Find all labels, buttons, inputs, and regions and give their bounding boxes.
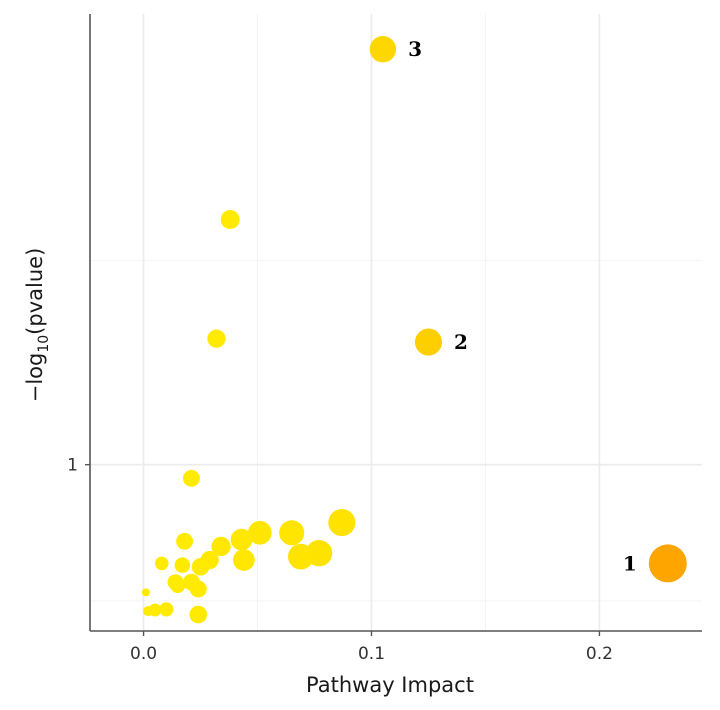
points-layer xyxy=(141,35,687,624)
x-tick-label: 0.2 xyxy=(586,644,613,664)
y-axis-title: −log10(pvalue) xyxy=(23,248,52,403)
data-point-2 xyxy=(414,328,443,356)
data-point xyxy=(211,536,231,557)
data-point xyxy=(189,605,208,624)
point-label-2: 2 xyxy=(454,330,468,354)
data-point xyxy=(155,556,169,571)
y-axis-title-prefix: −log xyxy=(23,353,47,403)
y-axis-title-subscript: 10 xyxy=(36,335,52,353)
point-label-3: 3 xyxy=(408,37,422,61)
data-point xyxy=(220,210,240,229)
data-point xyxy=(287,543,314,570)
grid-layer xyxy=(90,14,702,631)
data-point xyxy=(191,558,210,576)
data-point-1 xyxy=(648,544,687,583)
data-point-3 xyxy=(369,35,397,63)
x-tick-label: 0.0 xyxy=(130,644,157,664)
data-point xyxy=(328,509,356,537)
y-tick-label: 1 xyxy=(67,456,78,476)
point-label-1: 1 xyxy=(623,551,637,575)
data-point xyxy=(247,520,272,545)
point-labels-layer: 1 2 3 xyxy=(408,37,637,575)
x-tick-label: 0.1 xyxy=(358,644,385,664)
y-axis-title-suffix: (pvalue) xyxy=(23,248,47,335)
data-point xyxy=(207,329,226,348)
data-point xyxy=(174,557,191,573)
data-point xyxy=(170,578,186,594)
ticks-layer: 0.0 0.1 0.2 1 xyxy=(67,456,613,664)
x-axis-title: Pathway Impact xyxy=(306,673,474,697)
data-point xyxy=(189,580,207,598)
data-point xyxy=(176,532,194,550)
data-point xyxy=(159,602,174,617)
data-point xyxy=(182,469,200,487)
data-point xyxy=(233,549,255,571)
data-point xyxy=(143,606,154,617)
data-point xyxy=(141,588,150,597)
data-point xyxy=(230,528,253,551)
data-point xyxy=(279,520,305,546)
